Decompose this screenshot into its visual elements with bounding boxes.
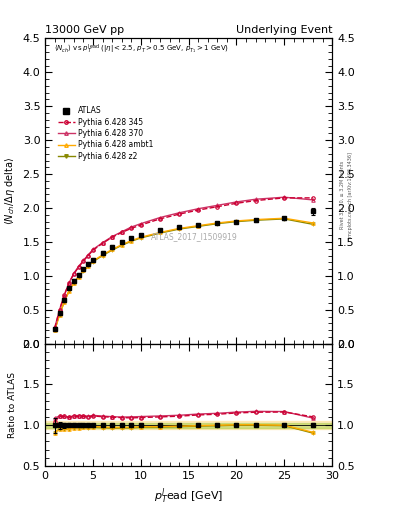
Text: Underlying Event: Underlying Event (235, 25, 332, 35)
Legend: ATLAS, Pythia 6.428 345, Pythia 6.428 370, Pythia 6.428 ambt1, Pythia 6.428 z2: ATLAS, Pythia 6.428 345, Pythia 6.428 37… (55, 103, 157, 163)
Y-axis label: Ratio to ATLAS: Ratio to ATLAS (8, 372, 17, 438)
Text: mcplots.cern.ch [arXiv:1306.3436]: mcplots.cern.ch [arXiv:1306.3436] (348, 152, 353, 237)
Text: $\langle N_{ch}\rangle$ vs $p_T^{\rm lead}$ ($|\eta|<2.5$, $p_T>0.5$ GeV, $p_{T_: $\langle N_{ch}\rangle$ vs $p_T^{\rm lea… (54, 43, 229, 56)
Text: Rivet 3.1.10, ≥ 3.2M events: Rivet 3.1.10, ≥ 3.2M events (340, 160, 345, 229)
Text: 13000 GeV pp: 13000 GeV pp (45, 25, 124, 35)
Y-axis label: $\langle N_{ch}/\Delta\eta\ \mathrm{delta}\rangle$: $\langle N_{ch}/\Delta\eta\ \mathrm{delt… (3, 157, 17, 225)
X-axis label: $p_T^l$ead [GeV]: $p_T^l$ead [GeV] (154, 486, 223, 506)
Text: ATLAS_2017_I1509919: ATLAS_2017_I1509919 (151, 232, 238, 241)
